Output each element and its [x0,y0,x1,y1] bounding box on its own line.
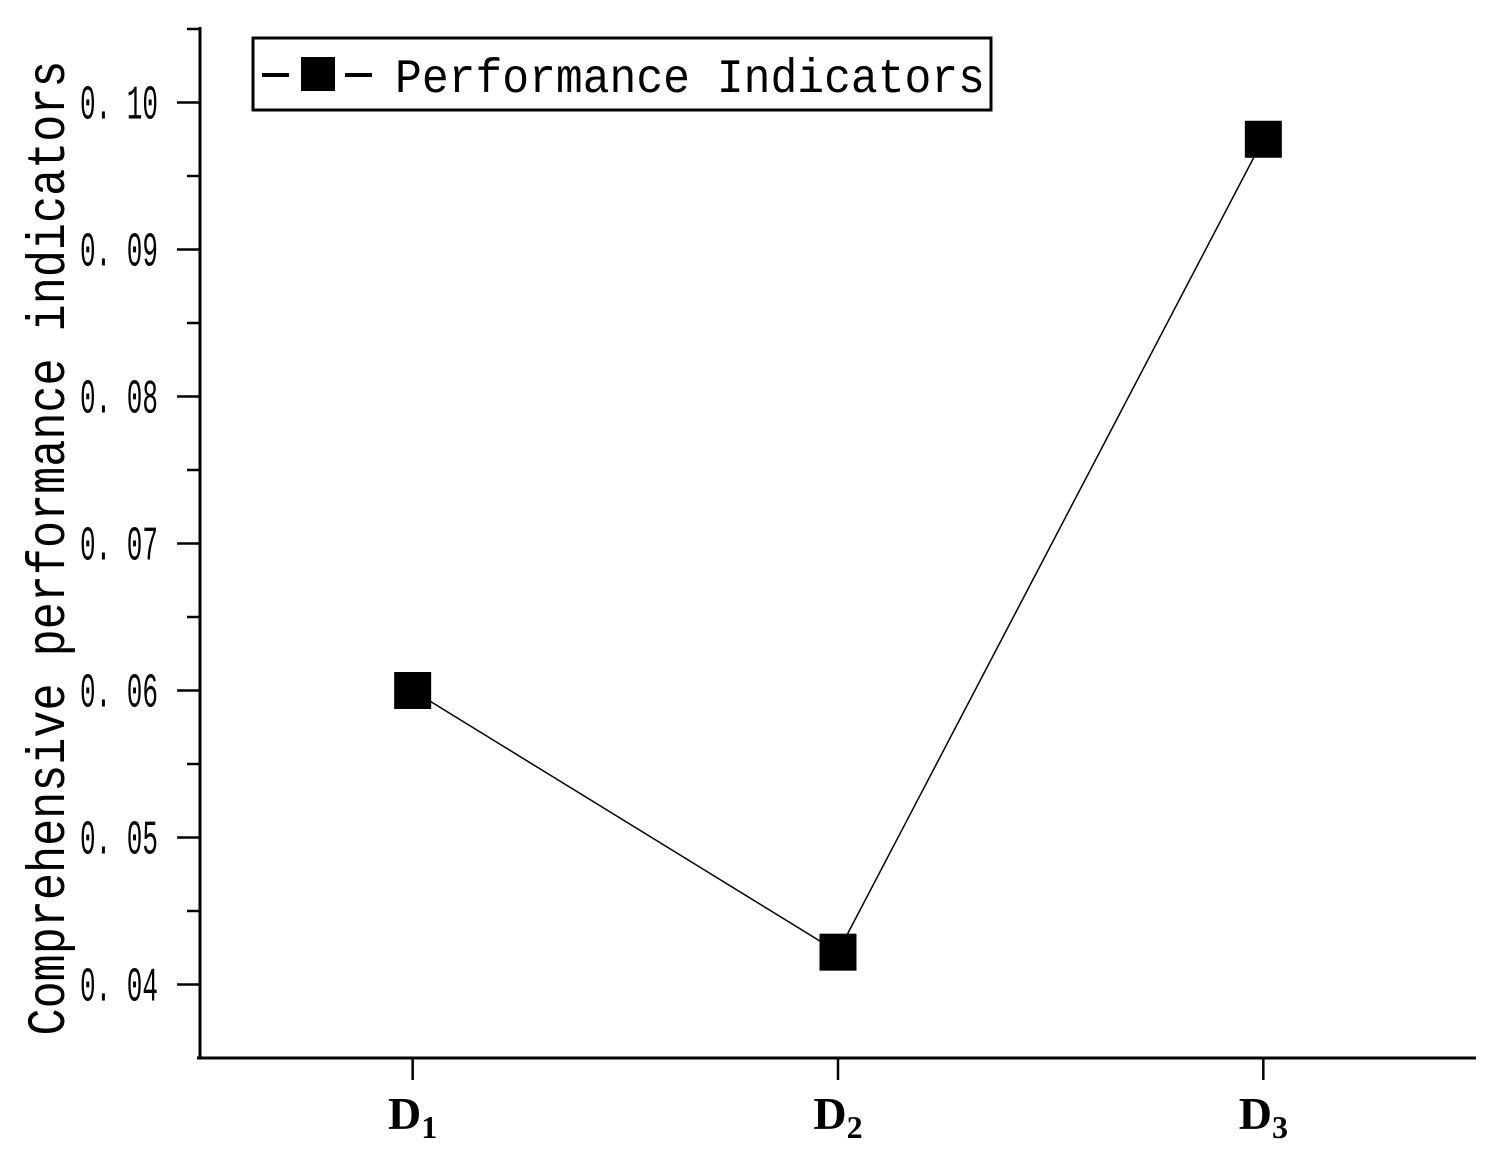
y-tick-label: 0. 06 [80,668,158,722]
legend-label: Performance Indicators [395,53,985,107]
axis-tick-labels: 0. 04 0. 05 0. 06 0. 07 0. 08 0. 09 0. 10 [80,80,158,1016]
y-axis-title: Comprehensive performance indicators [20,61,81,1036]
legend-marker-icon [262,57,372,91]
x-category-label: D1 [388,1088,437,1145]
legend: Performance Indicators [251,36,993,112]
y-tick-label: 0. 10 [80,80,158,134]
legend-box [251,36,993,112]
y-tick-label: 0. 09 [80,227,158,281]
x-category-label: D3 [1239,1088,1288,1145]
data-point-marker [394,672,432,709]
y-tick-label: 0. 05 [80,815,158,869]
x-category-label: D2 [813,1088,862,1145]
y-tick-label: 0. 08 [80,374,158,428]
y-tick-label: 0. 07 [80,521,158,575]
data-series [394,120,1282,971]
axis-ticks [177,27,1265,1080]
series-line [412,138,1264,954]
axes [197,27,1476,1060]
x-category-labels: D1 D2 D3 [388,1088,1288,1145]
data-point-marker [819,933,857,971]
data-point-marker [1244,120,1282,158]
y-tick-label: 0. 04 [80,962,158,1016]
